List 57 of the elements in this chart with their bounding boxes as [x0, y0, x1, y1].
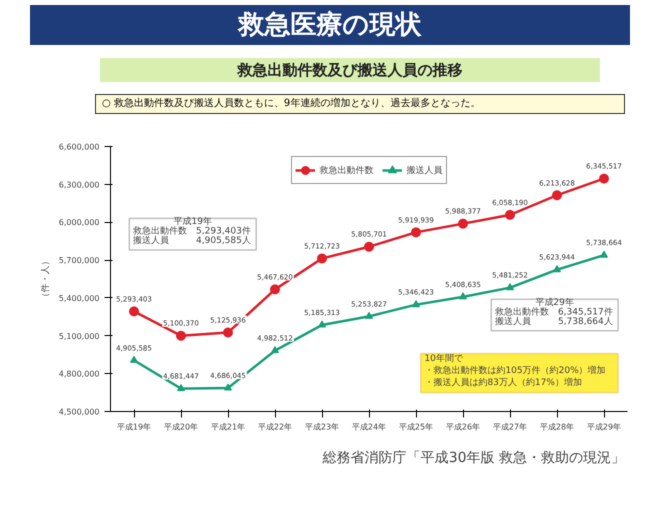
y-tick-label: 5,400,000 [58, 294, 100, 303]
point [411, 227, 421, 238]
point [223, 328, 233, 338]
point [459, 292, 467, 300]
point [365, 312, 373, 319]
x-tick-label: 平成29年 [586, 422, 622, 432]
point [270, 284, 280, 294]
annotation: 救急出動件数 5,293,403件 [132, 226, 251, 237]
point [412, 300, 420, 308]
point [552, 190, 562, 200]
y-axis-title: （件・人） [40, 256, 51, 302]
legend-label: 救急出動件数 [320, 164, 374, 176]
point [318, 320, 326, 328]
x-tick-label: 平成24年 [352, 422, 386, 432]
annotation: 救急出動件数 6,345,517件 [494, 306, 613, 318]
point [506, 283, 514, 290]
chart-subtitle: 救急出動件数及び搬送人員の推移 [238, 60, 462, 81]
annotation: ・救急出動件数は約105万件（約20%）増加 [424, 364, 606, 376]
point [177, 384, 185, 392]
y-tick-label: 5,100,000 [58, 332, 100, 341]
point [599, 174, 609, 184]
point [553, 265, 561, 272]
y-tick-label: 6,000,000 [58, 218, 100, 228]
chart-title: 救急医療の現状 [238, 9, 422, 42]
annotation: ・搬送人員は約83万人（約17%）増加 [424, 376, 582, 388]
y-tick-label: 5,700,000 [58, 256, 100, 266]
x-tick-label: 平成22年 [258, 422, 292, 432]
x-tick-label: 平成27年 [492, 422, 528, 432]
annotation: 平成29年 [535, 296, 574, 308]
y-tick-label: 6,600,000 [58, 142, 100, 152]
point [271, 346, 279, 354]
x-tick-label: 平成28年 [540, 422, 574, 432]
point [317, 253, 327, 264]
point [129, 306, 139, 316]
point [600, 250, 608, 258]
legend-label: 搬送人員 [406, 164, 442, 176]
point [364, 242, 374, 252]
annotation: 10年間で [424, 353, 464, 364]
point [458, 218, 468, 229]
point [224, 383, 232, 391]
text: 総務省消防庁「平成30年版 救急・救助の現況」 [322, 449, 625, 468]
point [130, 356, 138, 363]
point [505, 210, 515, 220]
x-tick-label: 平成20年 [164, 422, 198, 432]
annotation: 平成19年 [174, 216, 212, 228]
y-tick-label: 6,300,000 [58, 180, 100, 190]
x-tick-label: 平成26年 [446, 422, 480, 432]
point [176, 330, 186, 341]
annotation: 搬送人員 5,738,664人 [494, 316, 613, 327]
y-tick-label: 4,500,000 [58, 408, 100, 416]
y-tick-label: 4,800,000 [58, 370, 100, 379]
x-tick-label: 平成19年 [116, 422, 152, 432]
x-tick-label: 平成23年 [304, 422, 340, 432]
annotation: 搬送人員 4,905,585人 [133, 235, 251, 246]
x-tick-label: 平成25年 [398, 422, 434, 432]
x-tick-label: 平成21年 [210, 422, 246, 432]
text: ○ 救急出動件数及び搬送人員数ともに、9年連続の増加となり、過去最多となった。 [102, 96, 480, 111]
